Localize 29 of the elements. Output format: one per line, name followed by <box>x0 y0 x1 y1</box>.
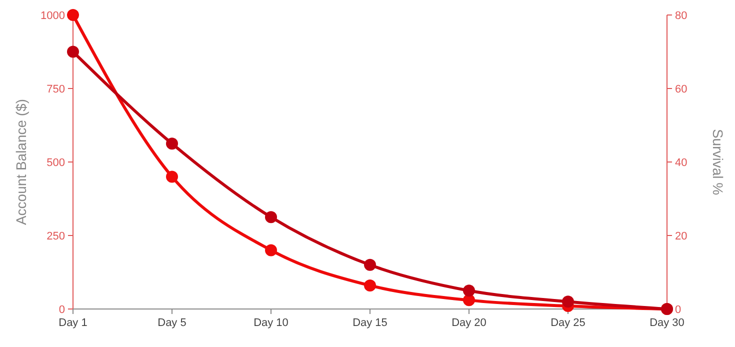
point <box>562 296 574 308</box>
x-tick-label: Day 5 <box>158 317 186 329</box>
x-tick-label: Day 30 <box>650 317 684 329</box>
y-tick-label: 750 <box>46 83 65 96</box>
point <box>166 138 178 150</box>
y2-tick-label: 20 <box>675 230 688 242</box>
y2-tick-label: 80 <box>675 10 688 22</box>
y-tick-label: 250 <box>46 230 65 242</box>
y2-axis-title: Survival % <box>710 128 726 196</box>
point <box>364 279 376 292</box>
y2-tick-label: 0 <box>675 304 682 316</box>
point <box>463 284 475 297</box>
x-tick-label: Day 1 <box>58 317 88 329</box>
point <box>67 9 79 21</box>
point <box>364 258 376 271</box>
point <box>166 170 178 183</box>
y-tick-label: 0 <box>58 304 65 316</box>
y-axis-title: Account Balance ($) <box>13 98 29 226</box>
x-tick-label: Day 15 <box>352 317 388 329</box>
y2-tick-label: 40 <box>675 156 688 169</box>
y-tick-label: 500 <box>46 156 65 169</box>
point <box>265 244 277 256</box>
x-tick-label: Day 20 <box>452 317 486 329</box>
x-tick-label: Day 10 <box>254 317 288 329</box>
point <box>67 46 79 58</box>
point <box>265 211 277 224</box>
y-tick-label: 1000 <box>40 10 65 22</box>
y2-tick-label: 60 <box>675 83 688 96</box>
x-tick-label: Day 25 <box>550 317 586 329</box>
